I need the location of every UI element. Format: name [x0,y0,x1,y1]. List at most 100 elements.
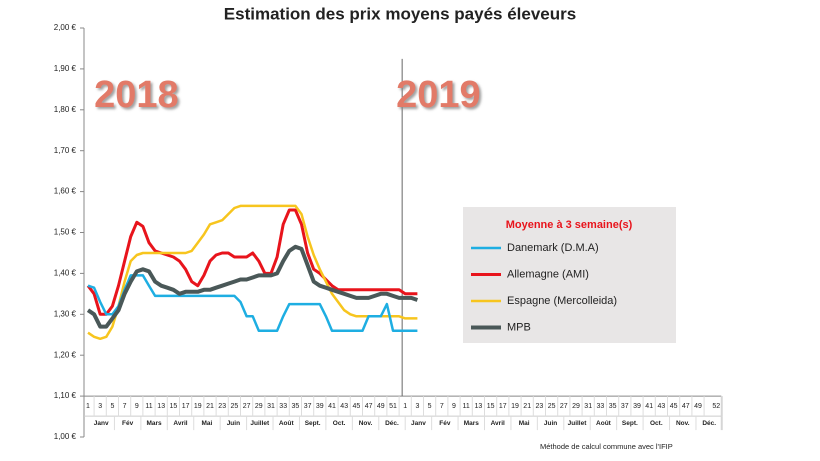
x-tick-label: 49 [377,403,385,410]
x-tick-label: 7 [123,403,127,410]
chart-title: Estimation des prix moyens payés éleveur… [224,4,576,23]
month-label: Nov. [676,420,690,427]
x-tick-label: 5 [428,403,432,410]
x-tick-label: 23 [536,403,544,410]
month-label: Juillet [568,420,588,427]
month-label: Août [279,420,295,427]
x-tick-label: 41 [328,403,336,410]
month-label: Mai [202,420,213,427]
x-tick-label: 17 [499,403,507,410]
month-label: Fév [122,420,134,427]
year-annotation: 2019 [396,74,481,116]
x-tick-label: 37 [621,403,629,410]
x-tick-label: 7 [440,403,444,410]
x-tick-label: 17 [182,403,190,410]
month-label: Août [596,420,612,427]
month-label: Janv [411,420,426,427]
x-tick-label: 33 [279,403,287,410]
series-line [86,208,418,316]
y-tick-label: 1,20 € [54,350,77,359]
month-label: Juillet [250,420,270,427]
month-label: Avril [173,420,187,427]
x-tick-label: 3 [415,403,419,410]
x-tick-label: 45 [353,403,361,410]
x-tick-label: 35 [292,403,300,410]
x-tick-label: 31 [584,403,592,410]
series-line [86,244,419,329]
y-tick-label: 1,70 € [54,146,77,155]
x-tick-label: 51 [389,403,397,410]
x-tick-label: 19 [511,403,519,410]
x-tick-label: 27 [560,403,568,410]
x-tick-label: 29 [572,403,580,410]
month-label: Sept. [305,420,321,427]
legend-label: Allemagne (AMI) [507,268,589,280]
x-tick-label: 47 [365,403,373,410]
y-tick-label: 1,10 € [54,391,77,400]
x-tick-label: 29 [255,403,263,410]
month-label: Janv [94,420,109,427]
y-tick-label: 2,00 € [54,23,77,32]
y-tick-label: 1,40 € [54,269,77,278]
month-label: Oct. [650,420,663,427]
x-tick-label: 19 [194,403,202,410]
x-tick-label: 43 [658,403,666,410]
y-tick-label: 1,50 € [54,228,77,237]
x-tick-label: 21 [523,403,531,410]
legend-title: Moyenne à 3 semaine(s) [506,219,633,231]
month-label: Fév [439,420,451,427]
x-tick-label: 39 [316,403,324,410]
series-line [87,274,418,332]
y-tick-label: 1,30 € [54,309,77,318]
month-label: Nov. [359,420,373,427]
x-tick-label: 39 [633,403,641,410]
x-tick-label: 25 [548,403,556,410]
footnote: Méthode de calcul commune avec l'IFIP [540,442,673,451]
x-tick-label: 47 [682,403,690,410]
month-label: Déc. [385,420,399,427]
x-tick-label: 5 [110,403,114,410]
legend-label: Danemark (D.M.A) [507,242,599,254]
x-tick-label: 15 [487,403,495,410]
y-tick-label: 1,90 € [54,64,77,73]
x-tick-label: 43 [340,403,348,410]
x-tick-label: 9 [452,403,456,410]
month-label: Mai [519,420,530,427]
x-tick-label: 9 [135,403,139,410]
x-tick-label: 1 [403,403,407,410]
month-label: Juin [544,420,557,427]
month-label: Mars [146,420,162,427]
series-line [87,204,418,341]
month-label: Juin [227,420,240,427]
y-tick-label: 1,80 € [54,105,77,114]
y-tick-label: 1,00 € [54,432,77,441]
x-tick-label: 11 [145,403,152,410]
x-tick-label: 25 [231,403,239,410]
y-tick-label: 1,60 € [54,187,77,196]
x-tick-label: 31 [267,403,275,410]
x-tick-label: 23 [218,403,226,410]
x-tick-label: 13 [157,403,165,410]
x-tick-label: 11 [463,403,470,410]
month-label: Oct. [333,420,346,427]
x-tick-label: 27 [243,403,251,410]
legend-label: Espagne (Mercolleida) [507,295,617,307]
month-label: Sept. [622,420,638,427]
x-tick-label: 1 [86,403,90,410]
x-tick-label: 45 [670,403,678,410]
x-tick-label: 15 [170,403,178,410]
month-label: Avril [491,420,505,427]
x-tick-label: 35 [609,403,617,410]
x-tick-label: 49 [694,403,702,410]
month-label: Déc. [702,420,716,427]
x-tick-label: 21 [206,403,214,410]
year-annotation: 2018 [94,74,179,116]
x-tick-label: 33 [597,403,605,410]
x-tick-label: 41 [645,403,653,410]
month-label: Mars [464,420,480,427]
x-tick-label: 3 [98,403,102,410]
x-tick-label: 13 [475,403,483,410]
x-tick-label: 37 [304,403,312,410]
x-tick-label: 52 [712,403,720,410]
